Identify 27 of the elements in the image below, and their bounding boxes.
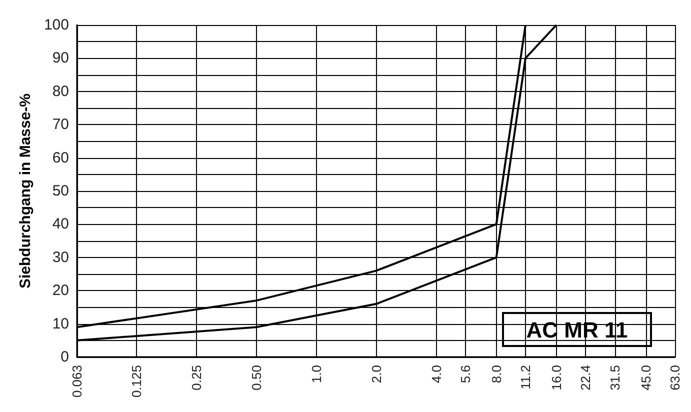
y-tick-label: 10 <box>52 315 69 332</box>
x-tick-label: 1.0 <box>308 365 324 384</box>
x-tick-label: 0.125 <box>128 365 144 398</box>
y-tick-label: 30 <box>52 248 69 266</box>
y-tick-label: 80 <box>52 82 69 100</box>
x-tick-label: 22.4 <box>578 365 593 390</box>
x-tick-label: 45.0 <box>638 365 654 390</box>
y-tick-label: 50 <box>52 182 69 200</box>
y-tick-label: 100 <box>44 16 69 34</box>
x-tick-label: 4.0 <box>428 365 444 384</box>
x-tick-label: 0.50 <box>248 365 264 390</box>
x-tick-label: 0.063 <box>70 365 84 398</box>
x-tick-label: 63.0 <box>668 365 682 390</box>
y-tick-label: 40 <box>52 216 69 233</box>
x-tick-label: 2.0 <box>368 365 384 384</box>
x-tick-label: 11.2 <box>518 365 533 390</box>
y-tick-label: 90 <box>52 50 69 67</box>
y-tick-label: 70 <box>52 116 69 134</box>
x-tick-label: 5.6 <box>458 365 473 384</box>
x-tick-label: 0.25 <box>188 365 204 390</box>
x-tick-label: 31.5 <box>607 365 622 390</box>
y-tick-label: 60 <box>52 149 69 166</box>
y-tick-label: 0 <box>60 348 69 366</box>
y-tick-label: 20 <box>52 282 69 300</box>
y-axis-title: Siebdurchgang in Masse-% <box>17 93 34 289</box>
x-tick-label: 16.0 <box>548 365 564 390</box>
x-tick-label: 8.0 <box>488 365 504 384</box>
